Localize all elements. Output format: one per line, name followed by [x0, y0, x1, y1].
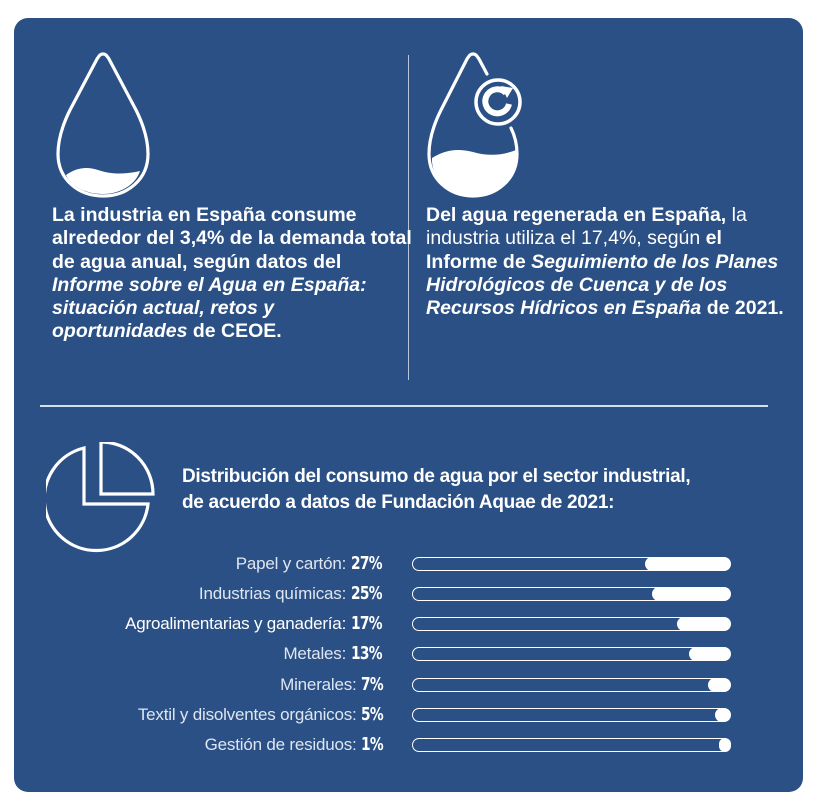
report-title: Informe sobre el Agua en España: situaci…	[52, 273, 367, 343]
statement-report-prefix: el Informe de	[426, 227, 722, 273]
bar-track	[412, 646, 731, 661]
category-value: 1%	[361, 734, 384, 755]
bar-label: Metales: 13%	[283, 643, 383, 664]
bar-label: Textil y disolventes orgánicos: 5%	[137, 704, 384, 725]
category-value: 17%	[350, 613, 383, 634]
report-title: Seguimiento de los Planes Hidrológicos d…	[426, 250, 779, 320]
bar-label: Minerales: 7%	[280, 674, 384, 695]
bar-track	[412, 677, 731, 692]
statement-text: La industria en España consume alrededor…	[52, 204, 412, 273]
bar-fill	[676, 616, 731, 631]
bar-track	[412, 737, 731, 752]
distribution-title-line1: Distribución del consumo de agua por el …	[182, 466, 691, 487]
statement-year: de 2021.	[701, 297, 784, 320]
bar-row-minerales: Minerales: 7%	[14, 674, 803, 696]
statement-lead: Del agua regenerada en España,	[426, 204, 727, 226]
bar-fill	[719, 737, 731, 752]
horizontal-divider	[40, 405, 768, 407]
regenerated-water-statement: Del agua regenerada en España, la indust…	[426, 204, 796, 320]
bar-fill	[645, 556, 731, 571]
bar-label: Gestión de residuos: 1%	[204, 734, 384, 755]
bar-label: Industrias químicas: 25%	[198, 583, 383, 604]
recycled-water-drop-icon	[423, 48, 533, 200]
bar-row-agroalimentarias: Agroalimentarias y ganadería: 17%	[14, 613, 803, 635]
statement-figure: la industria utiliza el 17,4%, según	[426, 204, 747, 250]
bar-label: Papel y cartón: 27%	[235, 553, 383, 574]
industry-demand-statement: La industria en España consume alrededor…	[52, 204, 412, 344]
water-drop-icon	[54, 48, 154, 200]
bar-track	[412, 556, 731, 571]
bar-row-papel: Papel y cartón: 27%	[14, 553, 803, 575]
distribution-title: Distribución del consumo de agua por el …	[182, 464, 782, 516]
category-name: Minerales	[280, 675, 353, 694]
bar-track	[412, 707, 731, 722]
category-value: 27%	[350, 553, 383, 574]
vertical-divider	[408, 55, 409, 380]
bar-row-metales: Metales: 13%	[14, 643, 803, 665]
category-value: 13%	[350, 643, 383, 664]
bar-fill	[651, 586, 731, 601]
bar-track	[412, 616, 731, 631]
statement-source: de CEOE.	[187, 320, 282, 343]
bar-row-residuos: Gestión de residuos: 1%	[14, 734, 803, 756]
category-value: 7%	[361, 674, 384, 695]
bar-row-textil: Textil y disolventes orgánicos: 5%	[14, 704, 803, 726]
distribution-title-line2: de acuerdo a datos de Fundación Aquae de…	[182, 492, 615, 513]
category-value: 25%	[350, 583, 383, 604]
bar-fill	[714, 707, 731, 722]
pie-chart-icon	[46, 442, 166, 562]
bar-label: Agroalimentarias y ganadería: 17%	[125, 613, 383, 634]
bar-track	[412, 586, 731, 601]
category-name: Papel y cartón	[235, 554, 342, 573]
bar-row-quimicas: Industrias químicas: 25%	[14, 583, 803, 605]
category-value: 5%	[361, 704, 384, 725]
category-name: Gestión de residuos	[204, 735, 353, 754]
infographic-panel: La industria en España consume alrededor…	[14, 18, 803, 792]
category-name: Textil y disolventes orgánicos	[137, 705, 353, 724]
category-name: Agroalimentarias y ganadería	[125, 614, 342, 633]
bar-fill	[689, 646, 731, 661]
category-name: Industrias químicas	[198, 584, 342, 603]
category-name: Metales	[283, 644, 342, 663]
bar-fill	[708, 677, 731, 692]
